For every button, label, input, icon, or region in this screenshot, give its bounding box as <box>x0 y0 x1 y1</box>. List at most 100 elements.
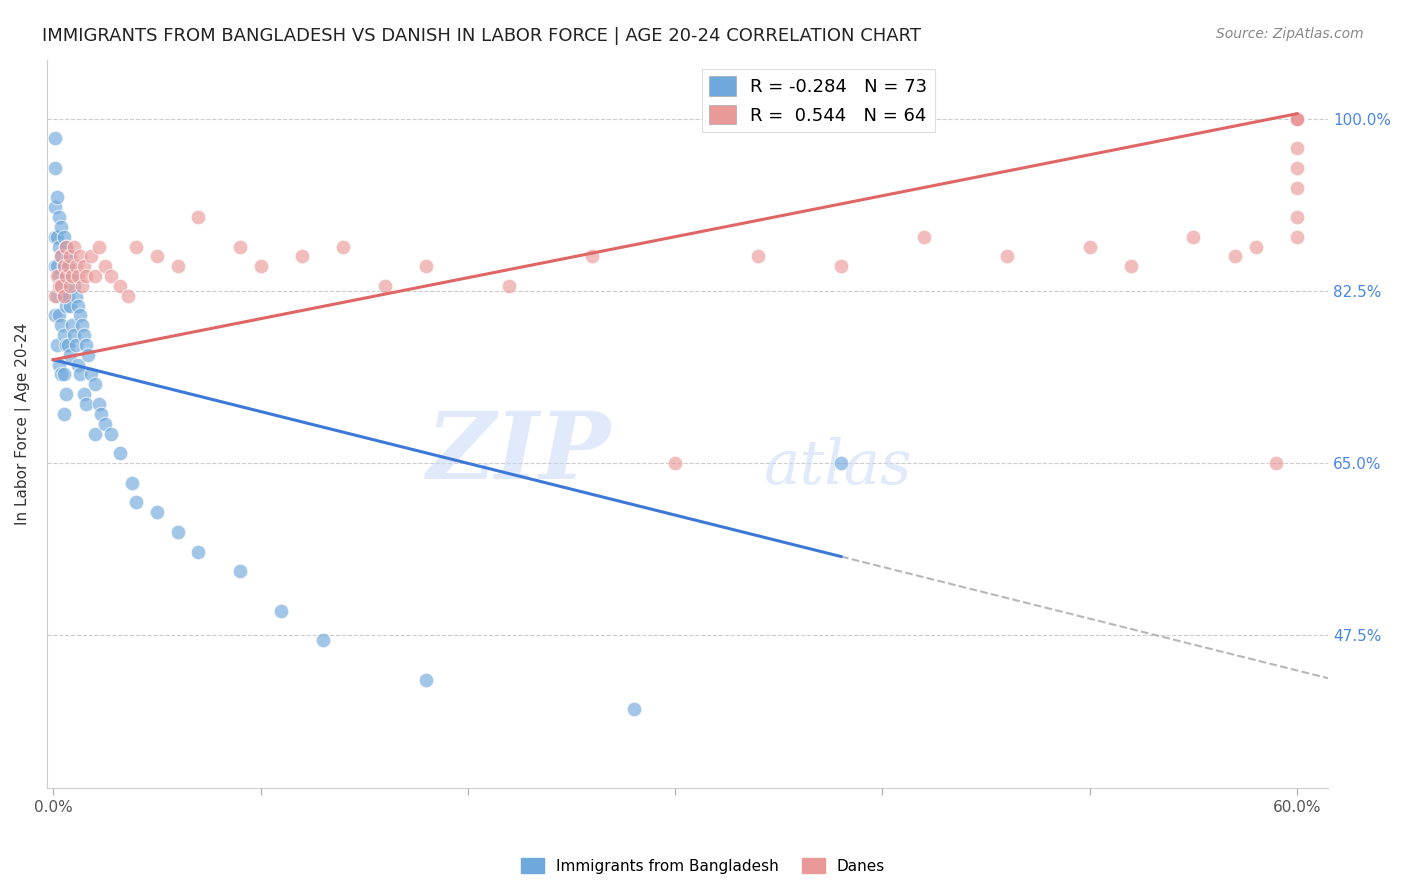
Point <box>46 269 69 284</box>
Point <box>664 456 686 470</box>
Point <box>59 249 82 263</box>
Point <box>581 249 603 263</box>
Point <box>44 200 66 214</box>
Point <box>73 328 96 343</box>
Point <box>146 505 169 519</box>
Point <box>166 259 188 273</box>
Point <box>415 673 437 687</box>
Point <box>44 131 66 145</box>
Point <box>1182 229 1205 244</box>
Point <box>1286 161 1309 175</box>
Point <box>51 279 73 293</box>
Point <box>69 309 91 323</box>
Point <box>830 259 852 273</box>
Legend: Immigrants from Bangladesh, Danes: Immigrants from Bangladesh, Danes <box>515 852 891 880</box>
Legend: R = -0.284   N = 73, R =  0.544   N = 64: R = -0.284 N = 73, R = 0.544 N = 64 <box>702 69 935 132</box>
Point <box>187 210 209 224</box>
Point <box>59 299 82 313</box>
Point <box>51 318 73 333</box>
Point <box>747 249 769 263</box>
Point <box>63 328 86 343</box>
Point <box>52 289 75 303</box>
Point <box>229 239 252 253</box>
Point <box>100 426 122 441</box>
Point <box>1223 249 1246 263</box>
Point <box>995 249 1018 263</box>
Point <box>60 269 83 284</box>
Point <box>70 318 93 333</box>
Text: ZIP: ZIP <box>426 408 610 498</box>
Point <box>108 446 131 460</box>
Point <box>100 269 122 284</box>
Point <box>67 299 90 313</box>
Point <box>48 358 70 372</box>
Point <box>146 249 169 263</box>
Point <box>63 279 86 293</box>
Point <box>121 475 143 490</box>
Point <box>46 259 69 273</box>
Point <box>48 309 70 323</box>
Point <box>830 456 852 470</box>
Point <box>1286 112 1309 126</box>
Point <box>415 259 437 273</box>
Point <box>51 249 73 263</box>
Point <box>108 279 131 293</box>
Point <box>83 377 105 392</box>
Point <box>312 633 335 648</box>
Point <box>69 368 91 382</box>
Point <box>90 407 112 421</box>
Point <box>73 387 96 401</box>
Point <box>55 269 77 284</box>
Point <box>1286 112 1309 126</box>
Point <box>117 289 139 303</box>
Text: atlas: atlas <box>765 437 912 498</box>
Point <box>94 259 117 273</box>
Point <box>60 269 83 284</box>
Point <box>73 259 96 273</box>
Point <box>1286 112 1309 126</box>
Point <box>374 279 396 293</box>
Point <box>79 368 101 382</box>
Point <box>1286 210 1309 224</box>
Point <box>75 338 97 352</box>
Point <box>46 229 69 244</box>
Point <box>623 702 645 716</box>
Point <box>65 259 87 273</box>
Point <box>44 309 66 323</box>
Point <box>125 495 148 509</box>
Point <box>56 289 79 303</box>
Point <box>48 210 70 224</box>
Text: IMMIGRANTS FROM BANGLADESH VS DANISH IN LABOR FORCE | AGE 20-24 CORRELATION CHAR: IMMIGRANTS FROM BANGLADESH VS DANISH IN … <box>42 27 921 45</box>
Point <box>63 239 86 253</box>
Point <box>51 279 73 293</box>
Text: Source: ZipAtlas.com: Source: ZipAtlas.com <box>1216 27 1364 41</box>
Point <box>67 269 90 284</box>
Point <box>52 259 75 273</box>
Point <box>48 279 70 293</box>
Point <box>56 249 79 263</box>
Point <box>1286 112 1309 126</box>
Point <box>125 239 148 253</box>
Point <box>270 604 292 618</box>
Point <box>59 259 82 273</box>
Point <box>51 249 73 263</box>
Point <box>59 348 82 362</box>
Point <box>60 318 83 333</box>
Point <box>1286 112 1309 126</box>
Point <box>83 426 105 441</box>
Point <box>87 239 110 253</box>
Point <box>229 564 252 578</box>
Point <box>52 289 75 303</box>
Point <box>65 289 87 303</box>
Point <box>44 259 66 273</box>
Point <box>51 368 73 382</box>
Point <box>55 387 77 401</box>
Point <box>77 348 100 362</box>
Point <box>1286 229 1309 244</box>
Point <box>59 279 82 293</box>
Point <box>1286 180 1309 194</box>
Point <box>55 269 77 284</box>
Point <box>52 368 75 382</box>
Point <box>48 239 70 253</box>
Point <box>94 417 117 431</box>
